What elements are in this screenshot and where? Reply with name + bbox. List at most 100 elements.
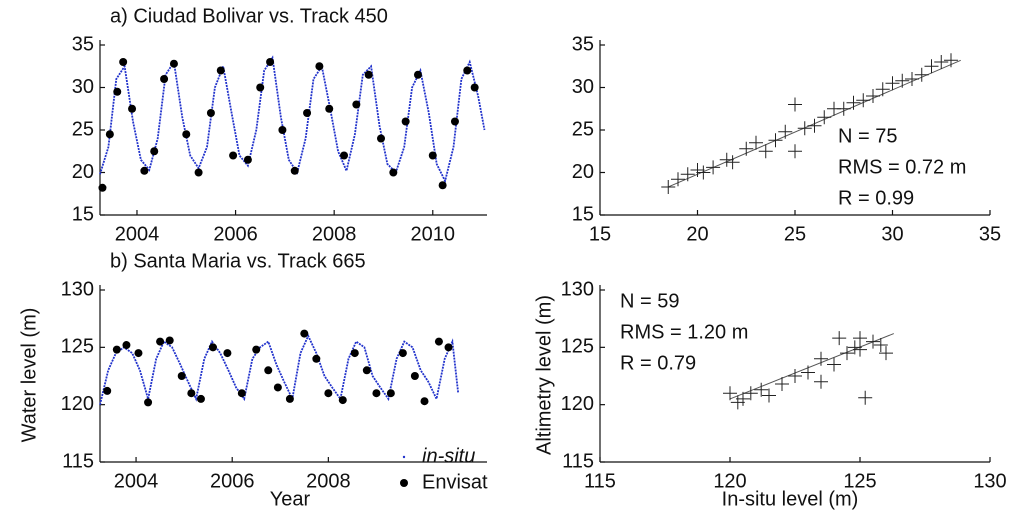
x-tick-label: 20: [686, 223, 708, 245]
y-tick-label: 25: [572, 118, 594, 140]
envisat-point: [324, 389, 333, 398]
x-axis-label: Year: [270, 488, 311, 510]
envisat-point: [113, 87, 122, 96]
x-tick-label: 2006: [210, 470, 255, 492]
envisat-point: [428, 151, 437, 160]
envisat-point: [266, 58, 275, 66]
envisat-point: [182, 130, 191, 139]
y-tick-label: 20: [72, 161, 94, 183]
envisat-point: [278, 126, 287, 134]
legend-label: in-situ: [422, 445, 475, 467]
envisat-point: [229, 151, 238, 160]
scatter-point: [754, 382, 769, 397]
y-tick-label: 30: [72, 76, 94, 98]
envisat-point: [256, 83, 265, 92]
scatter-point: [661, 179, 676, 194]
scatter-point: [866, 89, 880, 103]
x-tick-label: 2008: [306, 470, 351, 492]
envisat-point: [134, 349, 143, 358]
scatter-point: [762, 388, 776, 403]
x-tick-label: 2010: [411, 223, 456, 245]
scatter-point: [775, 377, 789, 392]
envisat-point: [315, 62, 324, 71]
scatter-point: [749, 135, 763, 150]
scatter-point: [778, 124, 793, 139]
scatter-point: [858, 390, 873, 405]
scatter-point: [827, 357, 841, 372]
envisat-point: [350, 349, 359, 358]
annotation: R = 0.99: [838, 187, 914, 209]
scatter-point: [801, 365, 815, 380]
envisat-point: [410, 372, 419, 380]
y-tick-label: 15: [572, 203, 594, 225]
envisat-point: [264, 366, 273, 375]
scatter-point: [788, 144, 802, 159]
envisat-point: [444, 343, 453, 352]
scatter-point: [725, 155, 740, 170]
scatter-point: [696, 165, 711, 180]
envisat-point: [420, 397, 429, 406]
legend-marker: [402, 455, 406, 459]
panel: 115 120 125 130 115 120 125 130 Altimetry level …: [533, 278, 1006, 510]
scatter-point: [836, 101, 851, 116]
envisat-point: [122, 341, 131, 350]
envisat-point: [364, 70, 373, 79]
envisat-point: [206, 109, 215, 117]
scatter-point: [934, 55, 949, 69]
scatter-point: [797, 121, 812, 136]
envisat-point: [165, 336, 174, 345]
annotation: R = 0.79: [620, 352, 696, 374]
envisat-point: [434, 337, 443, 346]
envisat-point: [194, 168, 203, 177]
y-tick-label: 20: [572, 161, 594, 183]
annotation: N = 75: [838, 125, 897, 147]
x-tick-label: 2004: [114, 470, 159, 492]
scatter-point: [944, 53, 958, 68]
scatter-point: [788, 97, 802, 112]
y-tick-label: 115: [562, 450, 594, 472]
envisat-point: [413, 70, 422, 79]
x-axis-label: In-situ level (m): [722, 488, 859, 510]
y-tick-label: 125: [561, 336, 594, 358]
scatter-point: [814, 351, 828, 366]
y-tick-label: 30: [572, 76, 594, 98]
envisat-point: [169, 59, 178, 68]
scatter-point: [875, 82, 890, 97]
scatter-point: [914, 67, 929, 82]
envisat-point: [196, 394, 205, 403]
x-tick-label: 15: [589, 223, 611, 245]
scatter-point: [832, 331, 847, 346]
legend-marker: [400, 479, 408, 487]
scatter-point: [671, 172, 685, 187]
envisat-point: [290, 166, 299, 175]
envisat-point: [273, 383, 282, 392]
envisat-point: [285, 394, 294, 403]
scatter-point: [758, 144, 773, 159]
annotation: N = 59: [620, 290, 679, 312]
scatter-point: [743, 386, 758, 401]
scatter-point: [730, 395, 745, 410]
legend-label: Envisat: [422, 471, 488, 493]
scatter-point: [895, 73, 910, 88]
envisat-point: [450, 117, 459, 126]
envisat-point: [303, 109, 312, 117]
envisat-point: [312, 354, 321, 363]
envisat-point: [237, 389, 246, 398]
envisat-point: [389, 168, 398, 177]
envisat-point: [216, 66, 225, 75]
scatter-point: [706, 160, 721, 175]
envisat-point: [386, 389, 395, 398]
envisat-point: [362, 366, 371, 375]
scatter-point: [905, 72, 919, 86]
y-tick-label: 35: [572, 33, 594, 55]
panel-title: a) Ciudad Bolivar vs. Track 450: [110, 5, 388, 27]
annotation: RMS = 1.20 m: [620, 321, 748, 343]
envisat-point: [243, 155, 252, 164]
envisat-point: [208, 343, 217, 352]
scatter-point: [788, 369, 802, 383]
envisat-point: [352, 100, 361, 109]
envisat-point: [470, 83, 479, 92]
scatter-point: [807, 118, 822, 133]
y-axis-label: Altimetry level (m): [533, 295, 555, 455]
